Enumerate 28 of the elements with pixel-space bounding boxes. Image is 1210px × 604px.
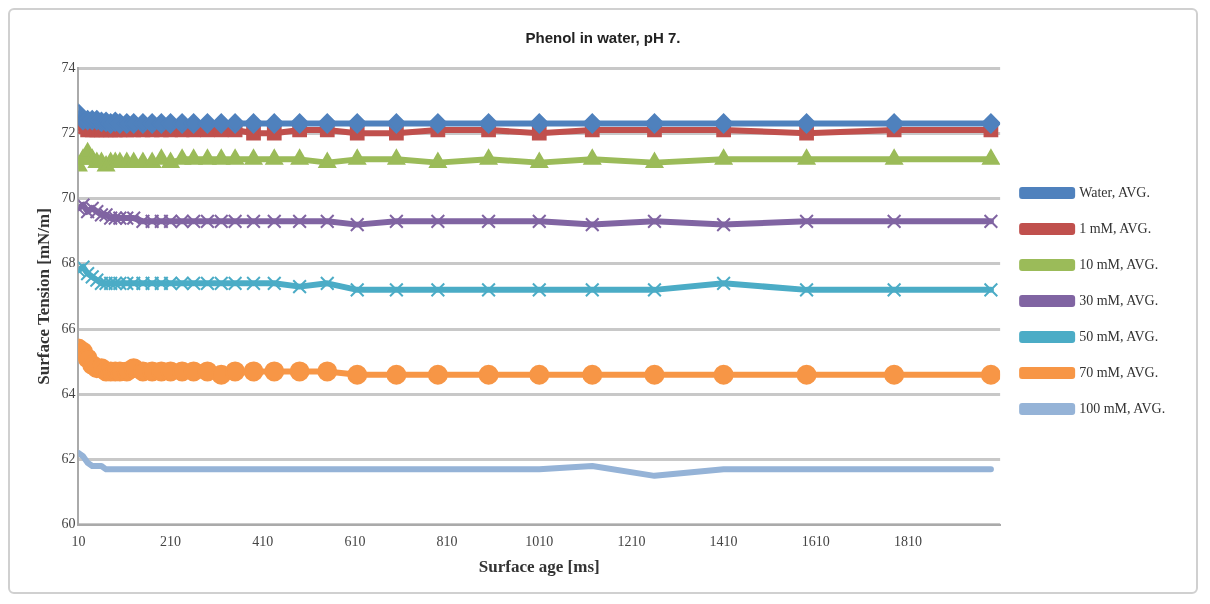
legend-label: 30 mM, AVG. — [1079, 292, 1159, 308]
y-tick-label: 68 — [61, 255, 76, 271]
x-tick-label: 10 — [71, 533, 86, 549]
y-tick-label: 70 — [61, 190, 76, 206]
chart-title: Phenol in water, pH 7. — [525, 29, 681, 47]
y-axis-title: Surface Tension [mN/m] — [33, 208, 53, 385]
y-tick-label: 74 — [61, 59, 76, 75]
y-tick-label: 64 — [61, 385, 76, 401]
y-tick-label: 66 — [61, 320, 76, 336]
legend-label: 1 mM, AVG. — [1079, 220, 1152, 236]
legend-label: Water, AVG. — [1079, 184, 1150, 200]
x-tick-label: 410 — [252, 533, 274, 549]
y-tick-label: 60 — [61, 516, 76, 532]
x-tick-label: 210 — [160, 533, 182, 549]
x-tick-label: 610 — [344, 533, 366, 549]
legend-label: 50 mM, AVG. — [1079, 328, 1159, 344]
x-tick-label: 1410 — [709, 533, 738, 549]
x-tick-label: 1610 — [801, 533, 830, 549]
x-tick-label: 1210 — [617, 533, 646, 549]
x-tick-label: 1010 — [525, 533, 554, 549]
legend-label: 100 mM, AVG. — [1079, 400, 1166, 416]
x-tick-label: 1810 — [893, 533, 922, 549]
legend-label: 10 mM, AVG. — [1079, 256, 1159, 272]
y-tick-label: 72 — [61, 124, 76, 140]
legend-label: 70 mM, AVG. — [1079, 364, 1159, 380]
x-axis-title: Surface age [ms] — [478, 557, 600, 577]
y-tick-label: 62 — [61, 451, 76, 467]
x-tick-label: 810 — [436, 533, 458, 549]
